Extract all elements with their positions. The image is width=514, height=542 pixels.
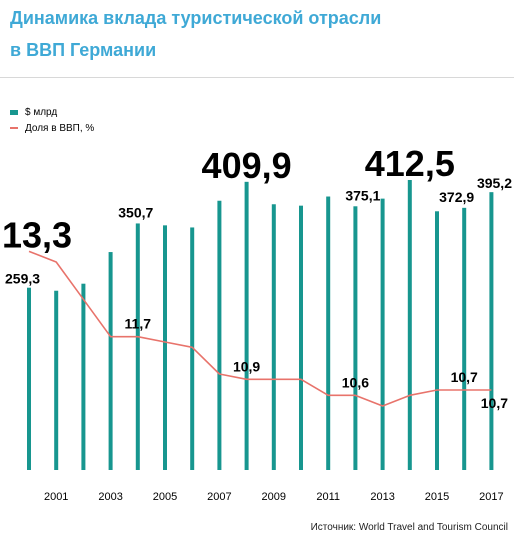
bar-2017: [489, 192, 494, 471]
x-tick-2009: 2009: [262, 491, 286, 503]
legend-item-line: Доля в ВВП, %: [10, 120, 94, 136]
legend-label-bars: $ млрд: [25, 106, 58, 118]
bar-label-2017: 395,2: [477, 175, 512, 191]
bar-2015: [435, 211, 439, 470]
line-label-2016: 10,7: [451, 369, 478, 385]
bar-2001: [54, 290, 59, 470]
line-label-2000: 13,3: [2, 214, 72, 255]
chart-title-line1: Динамика вклада туристической отрасли: [10, 8, 382, 28]
bar-2009: [271, 204, 276, 470]
x-tick-2015: 2015: [425, 491, 449, 503]
title-divider: [0, 77, 514, 78]
source-note: Источник: World Travel and Tourism Counc…: [310, 522, 508, 533]
bar-label-2008: 409,9: [202, 145, 292, 186]
line-label-2008: 10,9: [233, 358, 260, 374]
bar-label-2014: 412,5: [365, 143, 455, 184]
bar-label-2000: 259,3: [5, 271, 40, 287]
bar-2013: [380, 198, 385, 470]
legend-item-bars: $ млрд: [10, 104, 94, 120]
bar-2006: [190, 227, 195, 470]
legend-swatch-bars: [10, 109, 18, 115]
bar-2007: [217, 200, 222, 471]
x-tick-2005: 2005: [153, 491, 177, 503]
bar-2002: [81, 283, 86, 470]
x-tick-2017: 2017: [479, 491, 503, 503]
x-tick-2013: 2013: [370, 491, 394, 503]
bar-2004: [135, 223, 140, 470]
bar-label-2012: 375,1: [345, 187, 380, 203]
legend-swatch-line: [10, 127, 18, 129]
bar-2010: [299, 205, 303, 471]
x-tick-2011: 2011: [316, 491, 340, 503]
bar-label-2004: 350,7: [118, 204, 153, 220]
bar-2012: [353, 206, 358, 470]
x-tick-2007: 2007: [207, 491, 231, 503]
chart-title-line2: в ВВП Германии: [10, 40, 157, 60]
bar-2008: [244, 181, 249, 470]
bar-2003: [108, 252, 113, 470]
x-tick-2003: 2003: [98, 491, 122, 503]
bar-2005: [163, 225, 167, 470]
x-tick-2001: 2001: [44, 491, 68, 503]
bar-2011: [326, 196, 331, 470]
legend-label-line: Доля в ВВП, %: [25, 122, 95, 134]
bar-2014: [407, 180, 412, 470]
chart-title: Динамика вклада туристической отрасли в …: [10, 2, 510, 66]
bar-label-2016: 372,9: [439, 189, 474, 205]
line-label-2004: 11,7: [125, 316, 152, 332]
bar-2016: [462, 207, 467, 470]
bar-2000: [27, 287, 31, 470]
legend: $ млрд Доля в ВВП, %: [10, 104, 94, 136]
line-gdp-share: [28, 250, 492, 407]
line-label-2012: 10,6: [342, 374, 369, 390]
line-label-2017: 10,7: [481, 395, 508, 411]
